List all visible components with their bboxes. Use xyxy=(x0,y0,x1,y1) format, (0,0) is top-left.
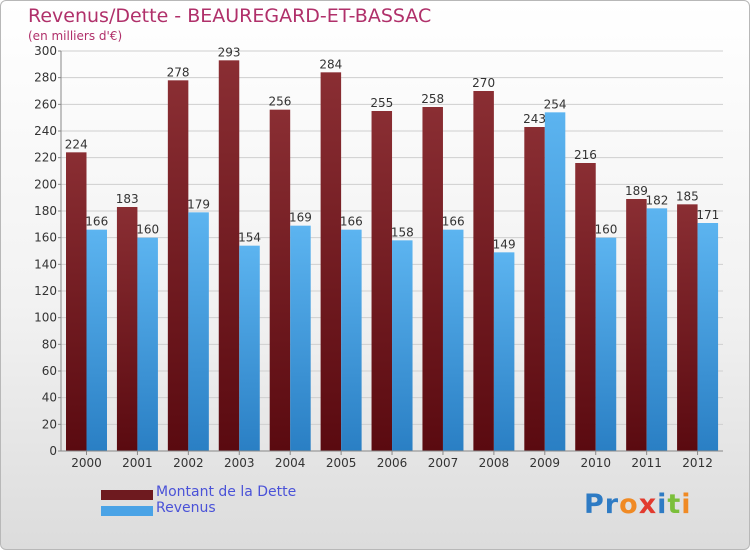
data-label: 160 xyxy=(595,223,618,237)
bar-dette xyxy=(116,207,138,451)
y-tick-label: 60 xyxy=(42,364,57,378)
data-label: 160 xyxy=(136,223,159,237)
chart-title: Revenus/Dette - BEAUREGARD-ET-BASSAC xyxy=(28,5,432,27)
bar-dette xyxy=(218,60,240,451)
data-label: 171 xyxy=(696,208,719,222)
bar-dette xyxy=(66,152,87,452)
logo-letter: r xyxy=(604,489,620,520)
bar-dette xyxy=(422,107,443,451)
x-tick-label: 2010 xyxy=(580,456,611,470)
y-tick-label: 120 xyxy=(34,284,57,298)
logo-letter: P xyxy=(584,489,605,520)
x-tick-label: 2011 xyxy=(631,456,662,470)
logo-letter: i xyxy=(657,489,668,520)
x-tick-label: 2008 xyxy=(479,456,510,470)
bar-dette xyxy=(167,80,189,451)
data-label: 255 xyxy=(370,96,393,110)
data-label: 189 xyxy=(625,184,648,198)
bar-revenus xyxy=(188,212,209,451)
data-label: 154 xyxy=(238,231,261,245)
x-tick-label: 2005 xyxy=(326,456,357,470)
y-tick-label: 220 xyxy=(34,151,57,165)
x-tick-label: 2001 xyxy=(122,456,153,470)
y-tick-label: 280 xyxy=(34,71,57,85)
bar-revenus xyxy=(442,229,464,451)
data-label: 216 xyxy=(574,148,597,162)
x-tick-label: 2003 xyxy=(224,456,255,470)
y-tick-label: 80 xyxy=(42,337,57,351)
y-tick-label: 180 xyxy=(34,204,57,218)
data-label: 166 xyxy=(340,215,363,229)
y-tick-label: 20 xyxy=(42,417,57,431)
data-label: 166 xyxy=(442,215,465,229)
bar-dette xyxy=(371,111,393,451)
x-tick-label: 2000 xyxy=(71,456,102,470)
y-tick-label: 0 xyxy=(49,444,57,458)
y-tick-label: 40 xyxy=(42,391,57,405)
data-label: 224 xyxy=(65,137,88,151)
data-label: 278 xyxy=(167,65,190,79)
bar-dette xyxy=(269,109,291,452)
y-tick-label: 140 xyxy=(34,257,57,271)
bar-dette xyxy=(524,127,545,451)
bar-revenus xyxy=(544,112,566,451)
y-tick-label: 260 xyxy=(34,97,57,111)
bar-dette xyxy=(320,72,342,451)
legend-swatch-revenus xyxy=(101,506,153,516)
bar-dette xyxy=(626,199,647,451)
x-tick-label: 2002 xyxy=(173,456,204,470)
data-label: 254 xyxy=(544,97,567,111)
data-label: 179 xyxy=(187,197,210,211)
data-label: 183 xyxy=(116,192,139,206)
x-tick-label: 2006 xyxy=(377,456,408,470)
x-tick-label: 2012 xyxy=(682,456,713,470)
chart-subtitle: (en milliers d'€) xyxy=(28,29,123,43)
bar-revenus xyxy=(86,229,107,451)
data-label: 293 xyxy=(218,45,241,59)
data-label: 158 xyxy=(391,225,414,239)
y-tick-label: 300 xyxy=(34,44,57,58)
y-tick-label: 200 xyxy=(34,177,57,191)
x-tick-label: 2007 xyxy=(428,456,459,470)
bar-revenus xyxy=(290,225,311,451)
logo-letter: t xyxy=(667,489,682,520)
bar-dette xyxy=(677,204,698,451)
data-label: 258 xyxy=(421,92,444,106)
data-label: 256 xyxy=(268,95,291,109)
bar-revenus xyxy=(341,229,362,451)
bar-revenus xyxy=(137,237,158,451)
data-label: 270 xyxy=(472,76,495,90)
bar-revenus xyxy=(595,237,617,451)
logo-letter: x xyxy=(638,489,658,520)
data-label: 185 xyxy=(676,189,699,203)
data-label: 149 xyxy=(493,237,516,251)
y-tick-label: 240 xyxy=(34,124,57,138)
legend-swatch-dette xyxy=(101,490,153,500)
data-label: 169 xyxy=(289,211,312,225)
data-label: 182 xyxy=(645,193,668,207)
logo-letter: o xyxy=(619,489,639,520)
bar-revenus xyxy=(239,245,260,451)
bar-revenus xyxy=(697,223,719,451)
proxiti-logo: Proxiti xyxy=(584,489,692,520)
legend-label-dette: Montant de la Dette xyxy=(156,484,297,500)
bar-revenus xyxy=(646,208,668,451)
data-label: 166 xyxy=(85,215,108,229)
logo-letter: i xyxy=(681,489,692,520)
x-tick-label: 2004 xyxy=(275,456,306,470)
bar-revenus xyxy=(493,252,515,451)
y-tick-label: 100 xyxy=(34,311,57,325)
bar-dette xyxy=(473,91,494,451)
y-tick-label: 160 xyxy=(34,231,57,245)
bar-revenus xyxy=(392,240,413,451)
x-tick-label: 2009 xyxy=(530,456,561,470)
data-label: 243 xyxy=(523,112,546,126)
data-label: 284 xyxy=(319,57,342,71)
legend-label-revenus: Revenus xyxy=(156,500,216,516)
bar-dette xyxy=(575,163,596,451)
